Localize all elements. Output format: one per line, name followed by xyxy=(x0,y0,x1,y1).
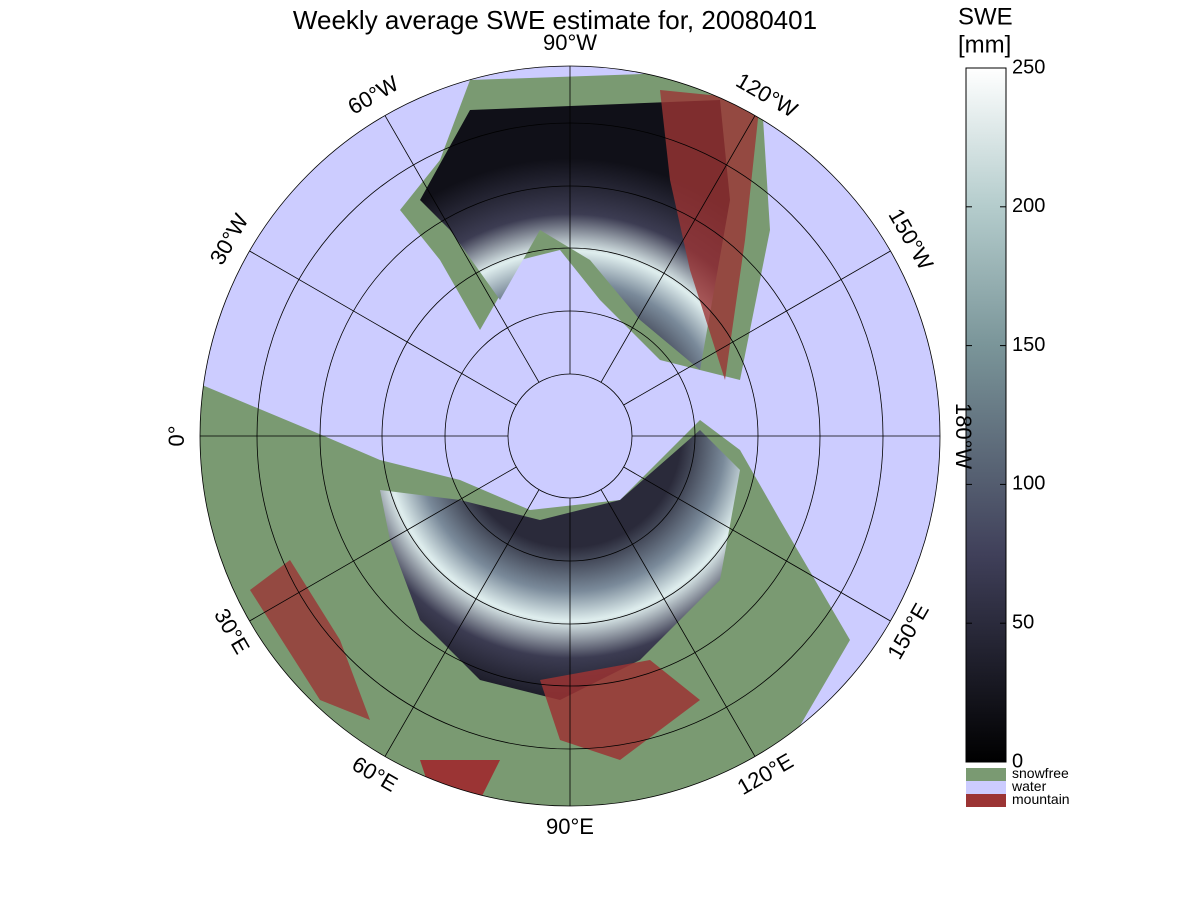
meridian-label: 90°E xyxy=(546,814,594,839)
meridian xyxy=(623,250,891,406)
title: Weekly average SWE estimate for, 2008040… xyxy=(293,5,817,35)
meridian xyxy=(249,250,517,406)
colorbar-tick-label: 0 xyxy=(1012,750,1023,772)
meridian-label: 90°W xyxy=(543,30,597,55)
eurasia-snow xyxy=(380,430,740,700)
meridian xyxy=(384,489,540,757)
legend-swatch xyxy=(966,794,1006,807)
meridian-label: 180°W xyxy=(951,403,976,470)
na-mountain xyxy=(660,90,760,380)
map-disc xyxy=(200,66,940,806)
colorbar-tick-label: 200 xyxy=(1012,195,1045,217)
legend-swatch xyxy=(966,768,1006,781)
meridian-label: 0° xyxy=(164,425,189,446)
graticule xyxy=(199,65,941,807)
legend-label: snowfree xyxy=(1012,765,1069,781)
colorbar-tick-label: 250 xyxy=(1012,56,1045,78)
legend-swatch xyxy=(966,781,1006,794)
meridian xyxy=(249,466,517,622)
meridian xyxy=(600,489,756,757)
meridian xyxy=(384,115,540,383)
na-snow xyxy=(420,100,730,370)
colorbar-title: SWE xyxy=(958,3,1013,30)
legend-label: mountain xyxy=(1012,791,1070,807)
colorbar-unit: [mm] xyxy=(958,31,1011,58)
meridian xyxy=(600,115,756,383)
legend-label: water xyxy=(1011,778,1047,794)
meridian xyxy=(623,466,891,622)
colorbar-tick-label: 50 xyxy=(1012,611,1034,633)
colorbar xyxy=(965,67,1007,763)
colorbar-tick-label: 100 xyxy=(1012,473,1045,495)
eu-mountain xyxy=(540,660,700,760)
colorbar-tick-label: 150 xyxy=(1012,334,1045,356)
eu-mountain xyxy=(250,560,370,720)
